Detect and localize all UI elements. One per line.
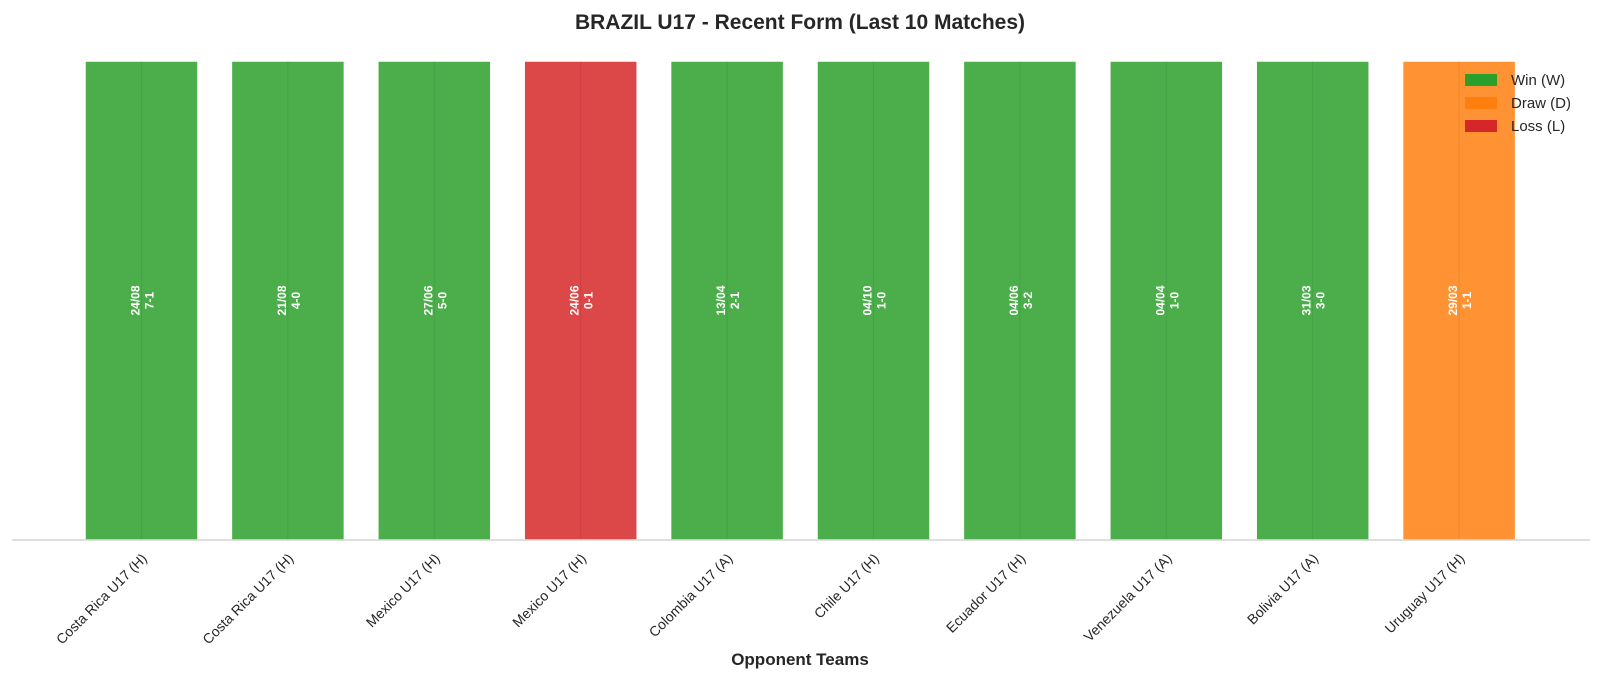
bar-data-label: 13/042-1 [714, 285, 742, 315]
bar-data-label: 27/065-0 [421, 285, 449, 315]
legend-swatch-w [1465, 74, 1497, 86]
bar-data-label: 24/060-1 [568, 285, 596, 315]
x-tick-label: Ecuador U17 (H) [943, 550, 1029, 636]
legend-swatch-l [1465, 120, 1497, 132]
bar-2 [230, 60, 346, 541]
match-date: 29/03 [1446, 285, 1460, 315]
match-score: 1-1 [1460, 292, 1474, 310]
bar-data-label: 04/063-2 [1007, 285, 1035, 315]
bar-data-label: 21/084-0 [275, 285, 303, 315]
x-tick-label: Bolivia U17 (A) [1244, 550, 1321, 627]
x-tick-label: Venezuela U17 (A) [1080, 550, 1174, 644]
bar-8 [1109, 60, 1224, 541]
bar-7 [962, 60, 1078, 541]
match-date: 04/04 [1153, 285, 1167, 315]
bar-data-label: 04/101-0 [861, 285, 889, 315]
match-score: 1-0 [875, 292, 889, 310]
bar-9 [1255, 60, 1370, 541]
legend: Win (W) Draw (D) Loss (L) [1465, 72, 1571, 135]
bar-10 [1401, 60, 1517, 541]
match-date: 04/10 [861, 285, 875, 315]
match-score: 7-1 [143, 292, 157, 310]
x-tick-label: Mexico U17 (H) [509, 550, 589, 630]
bar-data-label: 04/041-0 [1153, 285, 1181, 315]
bar-3 [377, 60, 492, 541]
match-score: 1-0 [1167, 292, 1181, 310]
x-tick-label: Uruguay U17 (H) [1381, 550, 1467, 636]
bar-data-label: 24/087-1 [129, 285, 157, 315]
bar-data-label: 29/031-1 [1446, 285, 1474, 315]
match-score: 4-0 [289, 292, 303, 310]
bar-1 [84, 60, 199, 541]
match-date: 13/04 [714, 285, 728, 315]
match-date: 24/06 [568, 285, 582, 315]
x-tick-label: Costa Rica U17 (H) [53, 550, 150, 647]
match-score: 2-1 [728, 292, 742, 310]
match-score: 0-1 [582, 292, 596, 310]
match-date: 24/08 [129, 285, 143, 315]
legend-label: Win (W) [1511, 72, 1565, 89]
match-score: 3-2 [1021, 292, 1035, 310]
x-tick-label: Costa Rica U17 (H) [199, 550, 296, 647]
legend-swatch-d [1465, 97, 1497, 109]
x-axis-label: Opponent Teams [731, 650, 869, 669]
match-date: 27/06 [421, 285, 435, 315]
match-date: 31/03 [1300, 285, 1314, 315]
x-tick-label: Chile U17 (H) [811, 550, 882, 621]
legend-label: Draw (D) [1511, 95, 1571, 112]
match-score: 3-0 [1314, 292, 1328, 310]
match-date: 21/08 [275, 285, 289, 315]
bar-data-label: 31/033-0 [1300, 285, 1328, 315]
bars-layer: 24/087-1 21/084-0 27/065-0 24/060-1 13/042-1… [84, 60, 1517, 541]
x-tick-label: Colombia U17 (A) [646, 550, 736, 640]
x-tick-label: Mexico U17 (H) [363, 550, 443, 630]
bar-6 [816, 60, 931, 541]
legend-label: Loss (L) [1511, 118, 1565, 135]
match-score: 5-0 [435, 292, 449, 310]
chart-title: BRAZIL U17 - Recent Form (Last 10 Matche… [575, 11, 1025, 34]
x-tick-labels: Costa Rica U17 (H) Costa Rica U17 (H) Mexi… [53, 550, 1468, 647]
match-date: 04/06 [1007, 285, 1021, 315]
